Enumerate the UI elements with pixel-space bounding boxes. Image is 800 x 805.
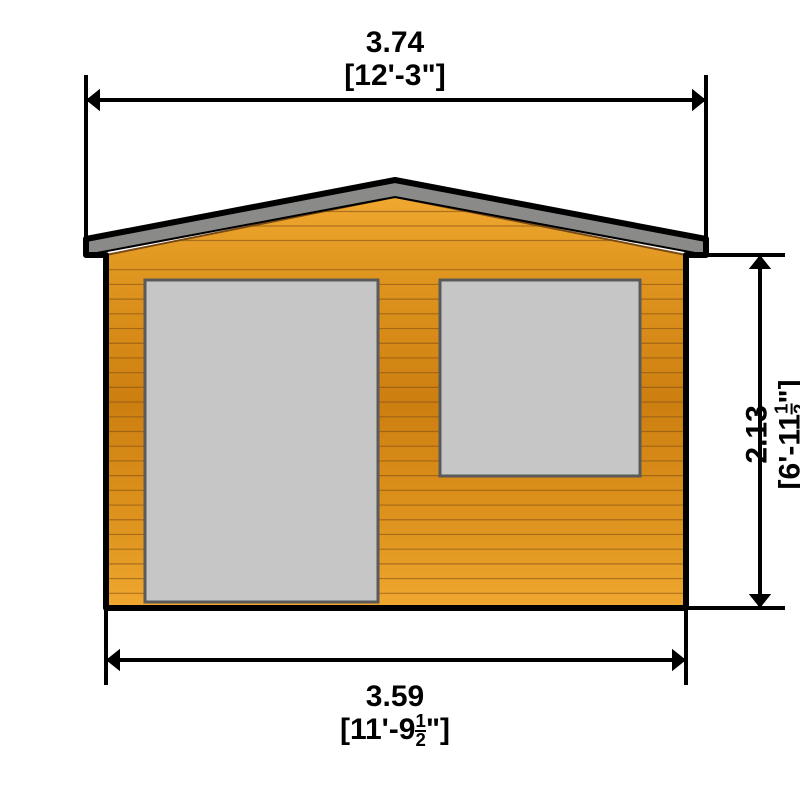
bottom-metric: 3.59 [270,680,520,713]
right-dimension-label: 2.13 [6'-1112"] [741,309,800,559]
right-metric: 2.13 [741,309,774,559]
bottom-imperial: [11'-912"] [270,713,520,749]
top-dimension-label: 3.74 [12'-3"] [280,26,510,92]
right-imperial: [6'-1112"] [774,309,800,559]
top-imperial: [12'-3"] [280,59,510,92]
diagram-canvas: 3.74 [12'-3"] 3.59 [11'-912"] 2.13 [6'-1… [0,0,800,800]
top-metric: 3.74 [280,26,510,59]
bottom-dimension-label: 3.59 [11'-912"] [270,680,520,749]
